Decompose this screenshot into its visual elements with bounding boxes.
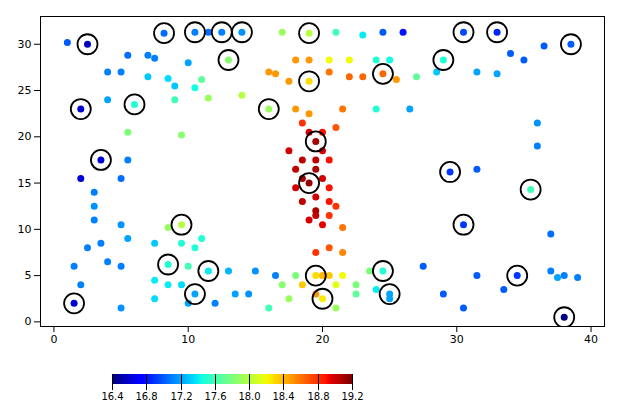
svg-text:20: 20 [316, 333, 330, 346]
svg-text:25: 25 [18, 84, 32, 97]
svg-text:16.4: 16.4 [101, 391, 123, 402]
svg-text:18.8: 18.8 [307, 391, 329, 402]
svg-text:30: 30 [18, 38, 32, 51]
svg-text:10: 10 [181, 333, 195, 346]
svg-text:40: 40 [584, 333, 598, 346]
svg-text:0: 0 [25, 315, 32, 328]
svg-text:30: 30 [450, 333, 464, 346]
svg-text:17.2: 17.2 [170, 391, 192, 402]
svg-text:20: 20 [18, 130, 32, 143]
svg-text:15: 15 [18, 177, 32, 190]
svg-text:0: 0 [50, 333, 57, 346]
svg-text:16.8: 16.8 [135, 391, 157, 402]
svg-text:19.2: 19.2 [341, 391, 363, 402]
svg-text:18.4: 18.4 [272, 391, 294, 402]
svg-text:5: 5 [25, 269, 32, 282]
svg-text:18.0: 18.0 [238, 391, 260, 402]
svg-text:17.6: 17.6 [204, 391, 226, 402]
svg-text:10: 10 [18, 223, 32, 236]
